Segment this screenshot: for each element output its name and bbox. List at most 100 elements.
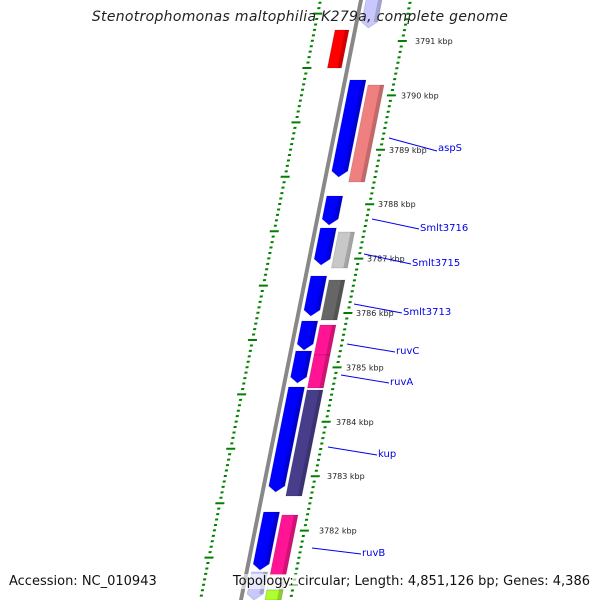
gene-feature[interactable] [347,84,385,183]
gene-feature[interactable] [326,29,350,69]
gene-shade [373,0,384,22]
inner-scale-tick [302,67,312,69]
outer-scale-tick [390,88,395,91]
gene-shade [319,355,330,388]
inner-scale-tick [233,426,237,429]
inner-scale-tick [276,208,281,211]
gene-shade [276,590,283,600]
gene-feature[interactable] [285,389,324,497]
outer-scale-tick [375,148,386,151]
gene-label-ruvb[interactable]: ruvB [362,548,385,559]
inner-scale-tick [292,132,296,135]
outer-scale-tick [359,246,363,249]
outer-scale-tick [349,295,353,298]
outer-scale-tick [354,268,359,271]
inner-scale-tick [212,529,217,532]
outer-scale-tick [397,56,401,59]
gene-leader-line [327,446,378,456]
outer-scale-tick [369,197,373,200]
gene-feature[interactable] [289,350,313,384]
inner-scale-tick [208,551,212,554]
inner-scale-tick [271,235,275,238]
gene-label-ruvc[interactable]: ruvC [396,346,419,357]
outer-scale-tick [320,442,324,445]
kbp-label: 3784 kbp [336,418,374,427]
gene-shade [281,515,298,575]
inner-scale-tick [263,273,268,276]
inner-scale-tick [244,371,248,374]
outer-scale-tick [311,486,315,489]
outer-scale-tick [381,137,385,140]
inner-scale-tick [202,578,207,581]
gene-feature[interactable] [306,354,331,389]
topology-text: Topology: circular; Length: 4,851,126 bp… [232,574,590,589]
outer-scale-tick [330,388,335,391]
inner-scale-tick [301,83,306,86]
inner-scale-tick [247,339,258,341]
gene-label-ruva[interactable]: ruvA [390,377,413,388]
gene-shade [302,351,312,377]
gene-feature[interactable] [252,511,281,571]
outer-scale-tick [299,529,310,532]
gene-label-smlt3713[interactable]: Smlt3713 [403,307,451,318]
kbp-label: 3783 kbp [327,472,365,481]
inner-scale-tick [243,377,247,380]
inner-scale-tick [234,420,238,423]
inner-scale-tick [266,262,270,265]
outer-scale-tick [343,312,353,314]
outer-scale-tick [398,50,402,53]
inner-scale-tick [255,317,259,320]
outer-scale-tick [310,475,320,478]
gene-label-smlt3716[interactable]: Smlt3716 [420,223,468,234]
outer-scale-tick [318,448,323,450]
outer-scale-tick [310,491,314,494]
gene-feature[interactable] [303,275,328,317]
inner-scale-tick [317,7,321,10]
gene-leader-line [371,218,420,230]
inner-scale-tick [221,485,225,488]
inner-scale-tick [227,453,232,456]
outer-scale-tick [382,132,386,135]
outer-scale-tick [339,344,344,347]
outer-scale-tick [299,545,303,548]
backbone-line [232,0,366,600]
outer-scale-tick [328,399,333,402]
gene-shade [337,30,349,68]
outer-scale-tick [355,263,360,266]
inner-scale-tick [281,186,285,189]
gene-feature[interactable] [331,79,367,178]
gene-label-asps[interactable]: aspS [438,143,462,154]
genome-track [199,0,412,600]
outer-scale-tick [289,594,294,597]
gene-label-smlt3715[interactable]: Smlt3715 [412,258,460,269]
gene-feature[interactable] [360,0,384,29]
outer-scale-tick [364,219,369,222]
inner-scale-tick [214,518,219,521]
outer-scale-tick [301,535,305,538]
outer-scale-tick [290,589,295,592]
kbp-label: 3790 kbp [401,91,439,100]
gene-feature[interactable] [330,231,356,269]
gene-feature[interactable] [320,279,346,321]
outer-scale-tick [345,317,349,320]
gene-feature[interactable] [296,320,319,351]
inner-scale-tick [285,164,290,167]
gene-feature[interactable] [313,227,337,266]
inner-scale-tick [251,333,256,336]
gene-shade [265,512,280,564]
outer-scale-tick [392,78,397,81]
gene-feature[interactable] [321,195,344,226]
outer-scale-tick [395,67,399,70]
inner-scale-tick [246,360,250,363]
kbp-label: 3791 kbp [415,37,453,46]
gene-feature[interactable] [264,589,284,600]
outer-scale-tick [312,480,316,483]
gene-label-kup[interactable]: kup [378,449,396,460]
inner-scale-tick [291,121,301,124]
outer-scale-tick [351,284,356,287]
outer-scale-tick [354,257,364,260]
outer-scale-tick [388,99,393,102]
outer-scale-tick [303,524,308,527]
gene-feature[interactable] [268,386,306,493]
inner-scale-tick [222,480,226,483]
